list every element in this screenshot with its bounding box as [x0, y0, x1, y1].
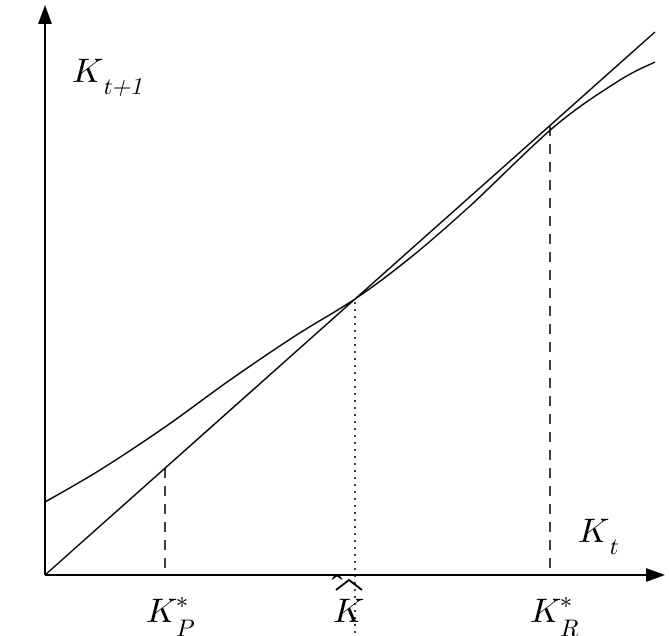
- kp-sub: P: [176, 617, 195, 636]
- x-axis-arrow: [646, 568, 665, 582]
- kr-K: K: [530, 595, 561, 629]
- policy-curve: [45, 62, 655, 502]
- tick-label-kr: K ∗ R: [530, 589, 579, 636]
- phase-diagram: K t+1 K t K ∗ P K ̂ K ∗ R: [0, 0, 669, 636]
- x-axis-label-K: K: [578, 515, 609, 549]
- khat-caret: [336, 580, 362, 590]
- kr-sub: R: [560, 617, 579, 636]
- y-axis-label-sub: t+1: [102, 75, 142, 99]
- tick-label-khat: K ̂: [331, 574, 364, 629]
- kr-star: ∗: [560, 589, 572, 613]
- kp-K: K: [146, 595, 177, 629]
- khat-K: K: [333, 595, 364, 629]
- x-axis-label-sub: t: [608, 535, 619, 559]
- kp-star: ∗: [176, 589, 188, 613]
- y-axis-label: K t+1: [72, 55, 142, 99]
- identity-line: [45, 32, 655, 575]
- y-axis-label-K: K: [72, 55, 103, 89]
- x-axis-label: K t: [578, 515, 619, 559]
- y-axis-arrow: [38, 5, 52, 24]
- tick-label-kp: K ∗ P: [146, 589, 195, 636]
